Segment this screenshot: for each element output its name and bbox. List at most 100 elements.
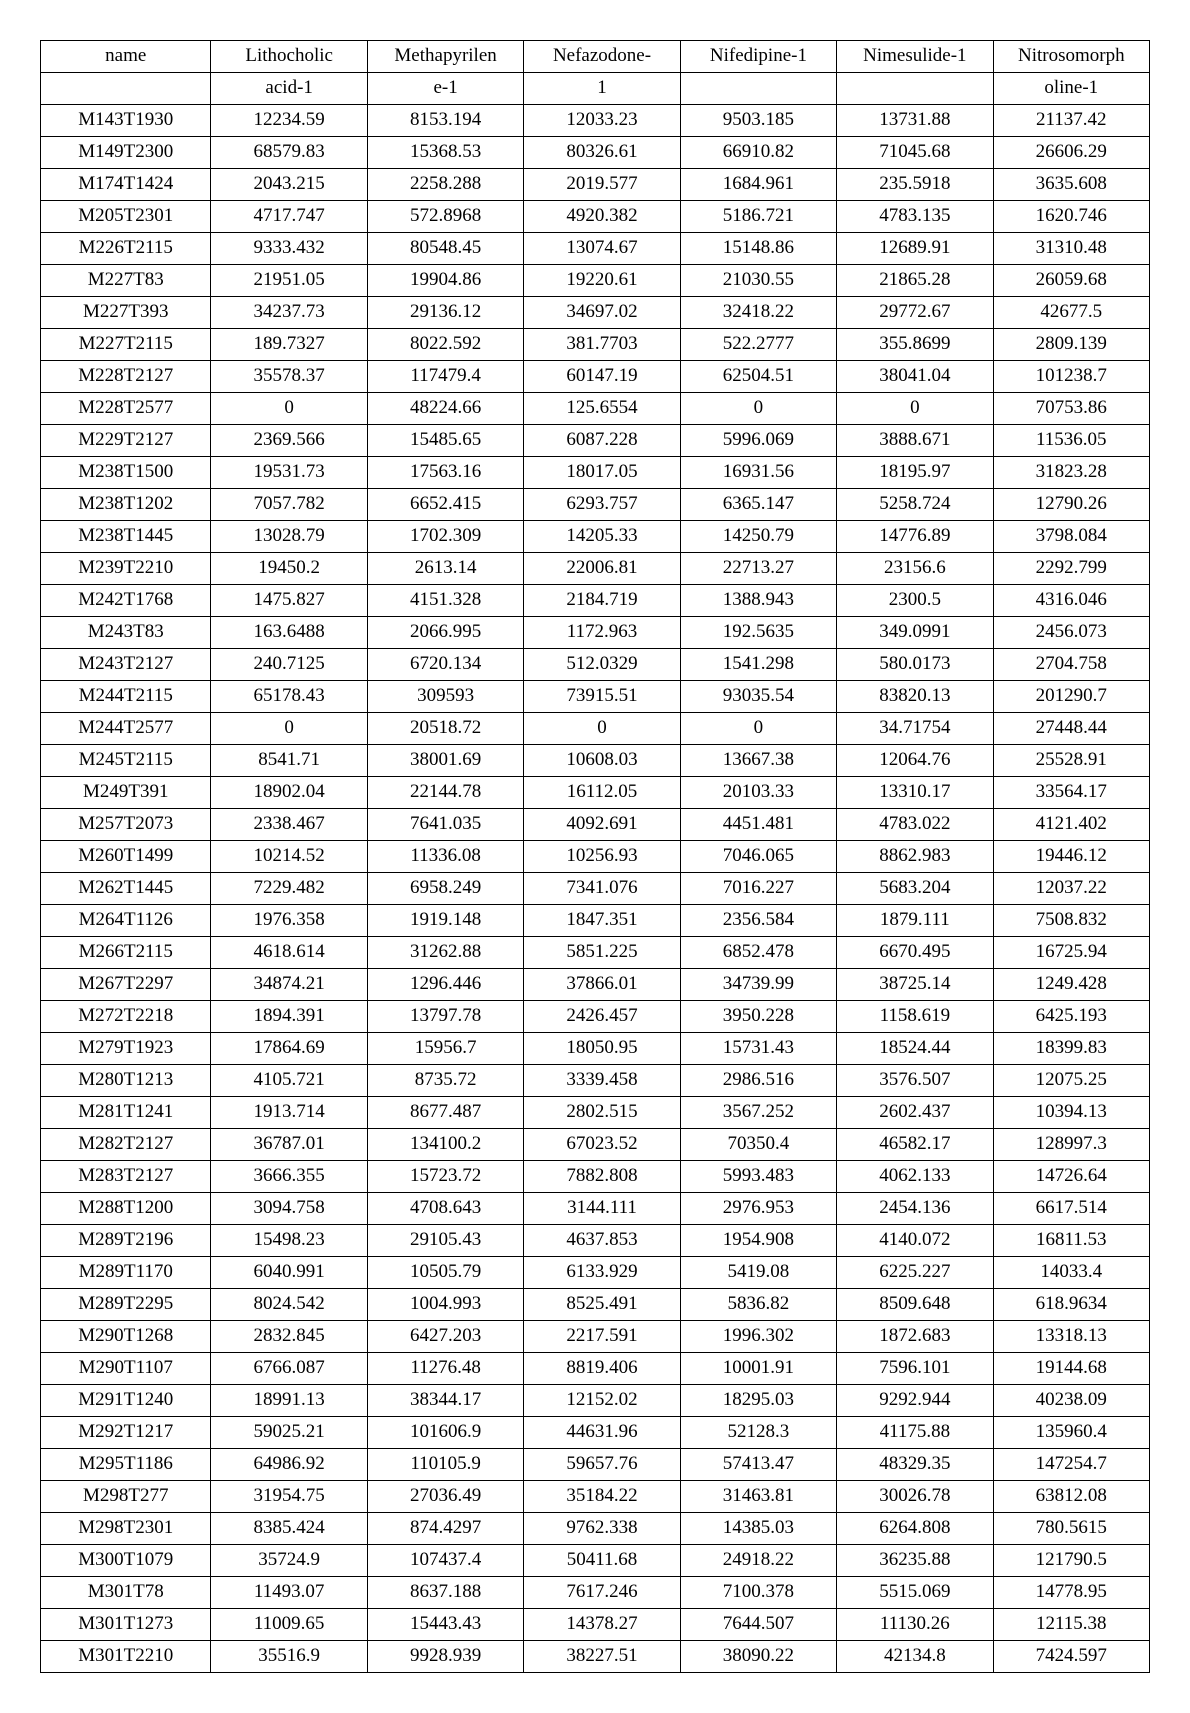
data-cell: 70753.86 [993,393,1149,425]
data-cell: 66910.82 [680,137,836,169]
data-cell: 9503.185 [680,105,836,137]
data-cell: 31262.88 [367,937,523,969]
data-cell: 80548.45 [367,233,523,265]
data-cell: 34739.99 [680,969,836,1001]
data-cell: 24918.22 [680,1545,836,1577]
table-row: M291T124018991.1338344.1712152.0218295.0… [41,1385,1150,1417]
data-cell: 6852.478 [680,937,836,969]
data-cell: 4708.643 [367,1193,523,1225]
data-cell: 874.4297 [367,1513,523,1545]
data-cell: 4717.747 [211,201,367,233]
col-subheader-nitrosomorpholine: oline-1 [993,73,1149,105]
table-row: M227T2115189.73278022.592381.7703522.277… [41,329,1150,361]
data-cell: 0 [837,393,993,425]
data-cell: 4062.133 [837,1161,993,1193]
data-cell: 46582.17 [837,1129,993,1161]
data-cell: 240.7125 [211,649,367,681]
data-cell: 2613.14 [367,553,523,585]
data-cell: 9333.432 [211,233,367,265]
data-cell: 189.7327 [211,329,367,361]
data-cell: 2184.719 [524,585,680,617]
table-row: M281T12411913.7148677.4872802.5153567.25… [41,1097,1150,1129]
row-name-cell: M227T393 [41,297,211,329]
data-cell: 125.6554 [524,393,680,425]
col-header-nifedipine: Nifedipine-1 [680,41,836,73]
row-name-cell: M239T2210 [41,553,211,585]
data-cell: 8862.983 [837,841,993,873]
table-row: M300T107935724.9107437.450411.6824918.22… [41,1545,1150,1577]
data-cell: 12234.59 [211,105,367,137]
data-cell: 31310.48 [993,233,1149,265]
data-cell: 235.5918 [837,169,993,201]
data-cell: 6040.991 [211,1257,367,1289]
data-cell: 7617.246 [524,1577,680,1609]
row-name-cell: M238T1445 [41,521,211,553]
row-name-cell: M301T1273 [41,1609,211,1641]
data-cell: 2356.584 [680,905,836,937]
data-cell: 10256.93 [524,841,680,873]
data-cell: 8153.194 [367,105,523,137]
table-row: M260T149910214.5211336.0810256.937046.06… [41,841,1150,873]
data-cell: 15443.43 [367,1609,523,1641]
data-cell: 128997.3 [993,1129,1149,1161]
data-cell: 34697.02 [524,297,680,329]
data-cell: 15956.7 [367,1033,523,1065]
data-cell: 1249.428 [993,969,1149,1001]
row-name-cell: M289T2196 [41,1225,211,1257]
data-cell: 13028.79 [211,521,367,553]
row-name-cell: M257T2073 [41,809,211,841]
row-name-cell: M243T2127 [41,649,211,681]
row-name-cell: M227T2115 [41,329,211,361]
data-cell: 13731.88 [837,105,993,137]
data-cell: 1996.302 [680,1321,836,1353]
data-cell: 32418.22 [680,297,836,329]
col-subheader-name [41,73,211,105]
data-cell: 0 [680,393,836,425]
data-cell: 3666.355 [211,1161,367,1193]
data-cell: 31823.28 [993,457,1149,489]
data-cell: 6670.495 [837,937,993,969]
table-row: M226T21159333.43280548.4513074.6715148.8… [41,233,1150,265]
col-header-lithocholic: Lithocholic [211,41,367,73]
data-cell: 5993.483 [680,1161,836,1193]
row-name-cell: M292T1217 [41,1417,211,1449]
data-cell: 2986.516 [680,1065,836,1097]
table-row: M228T2577048224.66125.65540070753.86 [41,393,1150,425]
table-row: M272T22181894.39113797.782426.4573950.22… [41,1001,1150,1033]
data-cell: 13074.67 [524,233,680,265]
data-cell: 38001.69 [367,745,523,777]
header-row-top: name Lithocholic Methapyrilen Nefazodone… [41,41,1150,73]
data-cell: 8735.72 [367,1065,523,1097]
data-cell: 4316.046 [993,585,1149,617]
data-cell: 18050.95 [524,1033,680,1065]
data-cell: 83820.13 [837,681,993,713]
data-cell: 10214.52 [211,841,367,873]
table-row: M301T7811493.078637.1887617.2467100.3785… [41,1577,1150,1609]
table-row: M289T219615498.2329105.434637.8531954.90… [41,1225,1150,1257]
table-row: M245T21158541.7138001.6910608.0313667.38… [41,745,1150,777]
table-row: M288T12003094.7584708.6433144.1112976.95… [41,1193,1150,1225]
data-cell: 6293.757 [524,489,680,521]
data-cell: 117479.4 [367,361,523,393]
data-cell: 38344.17 [367,1385,523,1417]
data-cell: 35516.9 [211,1641,367,1673]
data-cell: 6720.134 [367,649,523,681]
data-cell: 15498.23 [211,1225,367,1257]
data-cell: 5515.069 [837,1577,993,1609]
table-row: M239T221019450.22613.1422006.8122713.272… [41,553,1150,585]
col-header-nitrosomorpholine: Nitrosomorph [993,41,1149,73]
table-row: M243T83163.64882066.9951172.963192.56353… [41,617,1150,649]
data-cell: 7596.101 [837,1353,993,1385]
data-cell: 57413.47 [680,1449,836,1481]
data-cell: 8385.424 [211,1513,367,1545]
row-name-cell: M228T2127 [41,361,211,393]
data-cell: 2369.566 [211,425,367,457]
table-row: M267T229734874.211296.44637866.0134739.9… [41,969,1150,1001]
data-cell: 3798.084 [993,521,1149,553]
table-row: M249T39118902.0422144.7816112.0520103.33… [41,777,1150,809]
table-row: M280T12134105.7218735.723339.4582986.516… [41,1065,1150,1097]
data-cell: 34874.21 [211,969,367,1001]
data-cell: 40238.09 [993,1385,1149,1417]
data-cell: 7046.065 [680,841,836,873]
data-cell: 23156.6 [837,553,993,585]
